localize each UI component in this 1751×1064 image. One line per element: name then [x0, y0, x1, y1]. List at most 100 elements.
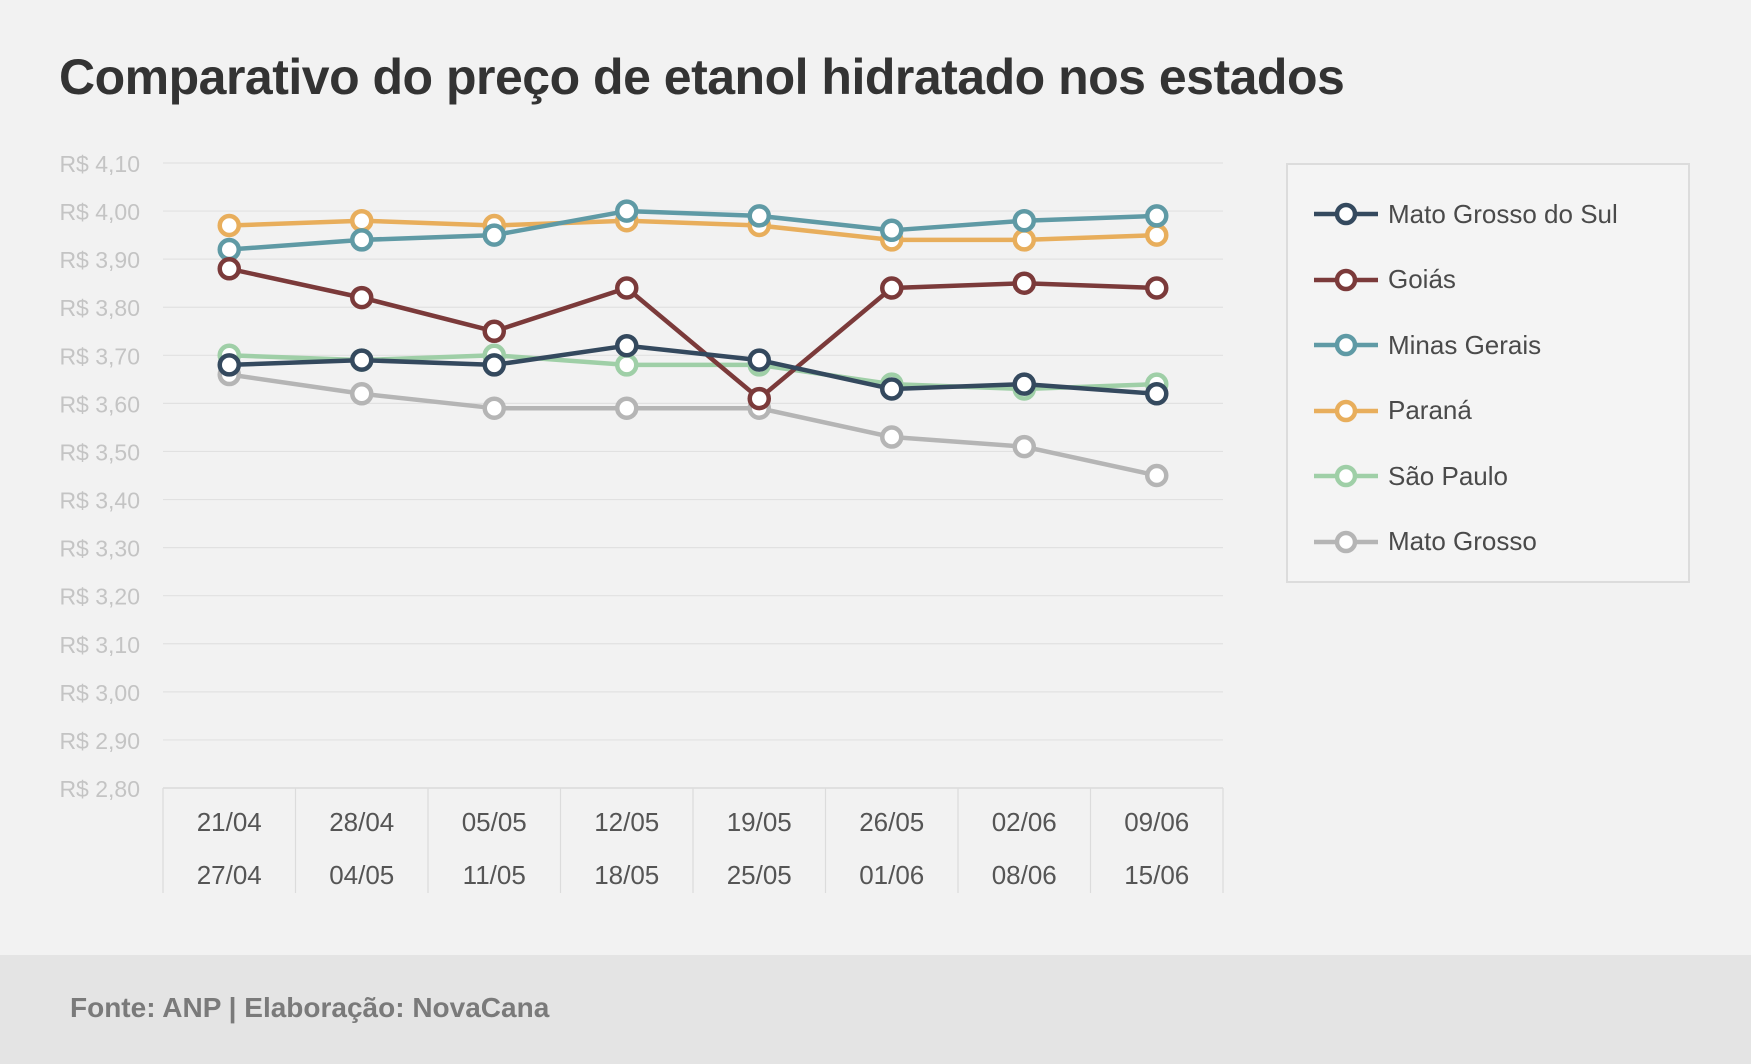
- y-tick-label: R$ 3,90: [59, 247, 140, 273]
- y-axis-tick-labels: R$ 4,10 R$ 4,00 R$ 3,90 R$ 3,80 R$ 3,70 R$ 3,…: [59, 151, 140, 802]
- x-tick-label: 25/05: [727, 860, 792, 890]
- y-tick-label: R$ 2,80: [59, 776, 140, 802]
- series-line: [229, 343, 1157, 397]
- data-point: [350, 208, 374, 233]
- data-point: [615, 333, 639, 358]
- legend-item: São Paulo: [1312, 456, 1508, 496]
- legend-label: São Paulo: [1388, 460, 1508, 491]
- legend-label: Mato Grosso do Sul: [1388, 198, 1618, 229]
- y-tick-label: R$ 3,60: [59, 391, 140, 417]
- series-goi-s: [217, 257, 1169, 411]
- y-tick-label: R$ 4,10: [59, 151, 140, 177]
- legend-swatch: [1314, 530, 1378, 553]
- data-point: [482, 353, 506, 377]
- data-point: [1145, 204, 1169, 228]
- data-point: [1145, 276, 1169, 300]
- legend-item: Mato Grosso do Sul: [1312, 194, 1618, 234]
- data-point: [482, 223, 506, 247]
- legend-swatch: [1314, 202, 1378, 226]
- legend-item: Mato Grosso: [1312, 522, 1537, 562]
- data-point: [1145, 463, 1169, 488]
- legend: Mato Grosso do Sul Goiás Minas Gerais Paran…: [1286, 163, 1690, 583]
- x-axis: 21/04 27/04 28/04 04/05 05/05 11/05 12/05 18/05…: [162, 787, 1224, 893]
- legend-swatch: [1314, 399, 1378, 422]
- x-tick-label: 19/05: [727, 807, 792, 837]
- legend-swatch: [1314, 268, 1378, 291]
- data-point: [1012, 228, 1036, 252]
- data-point: [350, 285, 374, 310]
- legend-swatch: [1314, 464, 1378, 488]
- legend-label: Mato Grosso: [1388, 526, 1537, 556]
- x-tick-label: 02/06: [992, 807, 1057, 837]
- series-line: [228, 372, 1158, 478]
- x-tick-label: 01/06: [859, 860, 924, 890]
- x-tick-label: 15/06: [1124, 860, 1189, 890]
- legend-label: Paraná: [1388, 395, 1472, 425]
- data-point: [482, 319, 506, 344]
- x-tick-label: 04/05: [329, 860, 394, 890]
- data-point: [880, 425, 904, 449]
- data-point: [1012, 434, 1036, 459]
- x-tick-label: 27/04: [197, 860, 262, 890]
- data-point: [880, 377, 904, 401]
- y-tick-label: R$ 3,00: [59, 680, 140, 706]
- footer: Fonte: ANP | Elaboração: NovaCana: [0, 955, 1751, 1064]
- x-tick-label: 09/06: [1124, 807, 1189, 837]
- legend-swatch-marker: [1334, 530, 1358, 553]
- data-point: [615, 199, 639, 223]
- x-tick-label: 28/04: [329, 807, 394, 837]
- data-point: [350, 348, 374, 372]
- series-line: [229, 208, 1157, 252]
- legend-label: Goiás: [1388, 264, 1456, 294]
- data-point: [747, 386, 771, 411]
- y-tick-label: R$ 3,40: [59, 488, 140, 514]
- legend-swatch: [1314, 333, 1378, 357]
- gridlines: [163, 162, 1223, 789]
- legend-swatch-marker: [1334, 399, 1358, 422]
- x-tick-label: 21/04: [197, 807, 262, 837]
- data-point: [350, 382, 374, 406]
- x-tick-label: 12/05: [594, 807, 659, 837]
- data-point: [350, 228, 374, 252]
- data-point: [615, 276, 639, 300]
- y-tick-label: R$ 3,80: [59, 295, 140, 321]
- data-point: [1145, 223, 1169, 247]
- x-tick-label: 18/05: [594, 860, 659, 890]
- x-tick-label: 05/05: [462, 807, 527, 837]
- line-chart: R$ 4,10 R$ 4,00 R$ 3,90 R$ 3,80 R$ 3,70 R$ 3,…: [59, 151, 1224, 893]
- x-tick-label: 11/05: [463, 860, 526, 890]
- data-point: [1012, 208, 1036, 233]
- y-tick-label: R$ 2,90: [59, 728, 140, 754]
- x-tick-label: 26/05: [859, 807, 924, 837]
- data-point: [1145, 382, 1169, 406]
- y-tick-label: R$ 3,30: [59, 536, 140, 562]
- data-point: [1012, 372, 1036, 396]
- data-point: [217, 353, 241, 377]
- legend-item: Paraná: [1312, 391, 1472, 431]
- y-tick-label: R$ 3,70: [59, 343, 140, 369]
- legend-swatch-marker: [1334, 464, 1358, 488]
- legend-item: Goiás: [1312, 260, 1456, 300]
- series-line: [229, 218, 1157, 243]
- data-point: [747, 204, 771, 228]
- x-tick-label: 08/06: [992, 860, 1057, 890]
- source-text: Fonte: ANP | Elaboração: NovaCana: [70, 992, 550, 1023]
- data-point: [747, 348, 771, 372]
- data-point: [482, 396, 506, 420]
- data-point: [217, 257, 241, 281]
- legend-label: Minas Gerais: [1388, 329, 1542, 360]
- data-point: [1012, 271, 1036, 295]
- data-point: [217, 237, 241, 262]
- legend-swatch-marker: [1334, 268, 1358, 291]
- series-mato-grosso-do-sul: [217, 333, 1169, 406]
- legend-item: Minas Gerais: [1312, 325, 1541, 365]
- data-point: [217, 213, 241, 238]
- y-tick-label: R$ 4,00: [59, 199, 140, 225]
- y-tick-label: R$ 3,50: [59, 439, 140, 465]
- data-point: [880, 276, 904, 300]
- y-tick-label: R$ 3,10: [59, 632, 140, 658]
- series-lines: [217, 199, 1169, 488]
- legend-swatch-marker: [1334, 333, 1358, 357]
- chart-title: Comparativo do preço de etanol hidratado…: [59, 49, 1345, 105]
- data-point: [880, 218, 904, 243]
